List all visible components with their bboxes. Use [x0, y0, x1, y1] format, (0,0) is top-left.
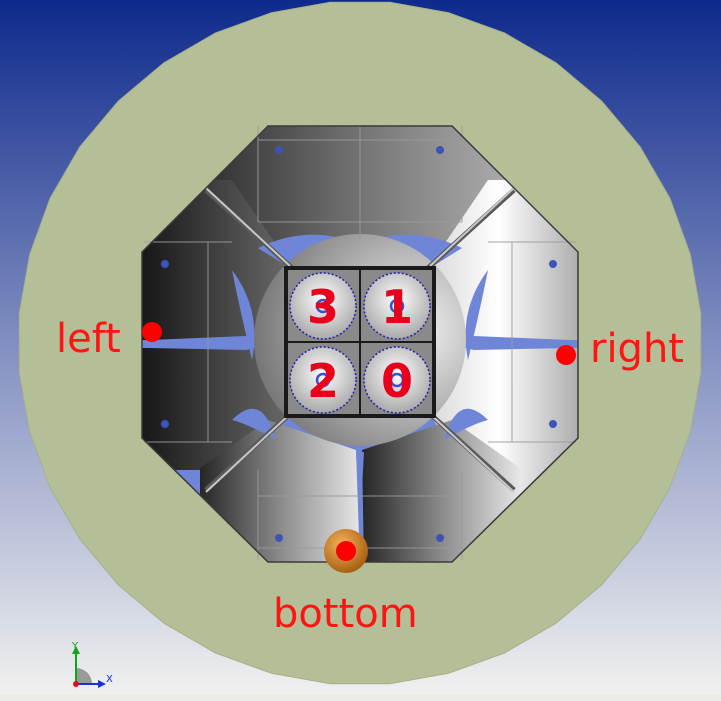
cell-core: [389, 372, 405, 388]
cell-circle: [289, 346, 357, 414]
bottom-marker[interactable]: [336, 541, 356, 561]
left-label: left: [56, 316, 121, 362]
diagonal-support-highlights: [205, 187, 515, 493]
cell-number: 0: [381, 354, 413, 408]
bottom-label: bottom: [273, 591, 418, 637]
right-label: right: [590, 326, 684, 372]
cell-array: 3 12 0: [289, 272, 431, 414]
right-marker[interactable]: [556, 345, 576, 365]
markers: [142, 322, 576, 573]
cell-circle: [363, 272, 431, 340]
axis-triad: Y X: [71, 641, 113, 688]
axis-origin-wedge: [76, 668, 92, 684]
cell-core: [389, 298, 405, 314]
bolt-holes: [161, 146, 557, 542]
cell-1[interactable]: 1: [363, 272, 431, 340]
y-axis-label: Y: [71, 641, 79, 652]
cell-circle: [363, 346, 431, 414]
cell-3[interactable]: 3: [289, 272, 357, 340]
viewport-status-strip: [0, 694, 721, 701]
y-axis-arrowhead: [72, 646, 80, 654]
z-axis-dot: [73, 681, 79, 687]
x-axis-arrowhead: [98, 680, 106, 688]
left-marker[interactable]: [142, 322, 162, 342]
cell-core: [315, 298, 331, 314]
x-axis-label: X: [106, 674, 113, 685]
cell-number: 3: [307, 280, 339, 334]
cell-0[interactable]: 0: [363, 346, 431, 414]
cell-number: 2: [307, 354, 339, 408]
cell-number: 1: [381, 280, 413, 334]
cell-core: [315, 372, 331, 388]
octagonal-module: [141, 125, 579, 563]
cell-circle: [289, 272, 357, 340]
cell-2[interactable]: 2: [289, 346, 357, 414]
